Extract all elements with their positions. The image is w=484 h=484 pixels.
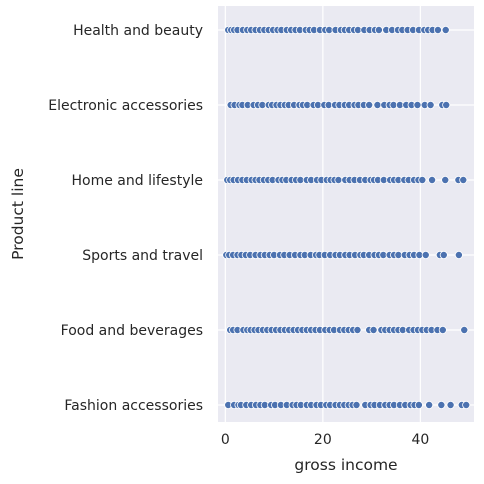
data-points <box>222 25 471 409</box>
data-point <box>454 250 463 259</box>
data-point <box>441 175 450 184</box>
y-tick-label: Health and beauty <box>73 23 203 39</box>
data-point <box>442 101 451 110</box>
data-point <box>414 400 423 409</box>
data-point <box>334 175 343 184</box>
data-point <box>353 325 362 334</box>
data-point <box>446 400 455 409</box>
plot-area <box>218 6 474 422</box>
data-point <box>421 250 430 259</box>
data-point <box>374 25 383 34</box>
data-point <box>418 175 427 184</box>
data-point <box>462 400 471 409</box>
y-tick-label: Food and beverages <box>61 323 203 339</box>
data-point <box>373 101 382 110</box>
x-tick-label: 40 <box>411 432 429 448</box>
x-axis-label: gross income <box>294 456 397 474</box>
data-point <box>438 325 447 334</box>
data-point <box>460 325 469 334</box>
data-point <box>428 175 437 184</box>
data-point <box>369 325 378 334</box>
data-point <box>441 25 450 34</box>
data-point <box>365 101 374 110</box>
y-tick-label: Home and lifestyle <box>72 173 203 189</box>
y-axis-label: Product line <box>9 168 27 260</box>
data-point <box>459 175 468 184</box>
x-tick-label: 0 <box>221 432 230 448</box>
x-axis-ticks: 0 20 40 <box>221 432 429 448</box>
data-point <box>439 250 448 259</box>
data-point <box>433 25 442 34</box>
data-point <box>437 400 446 409</box>
data-point <box>413 101 422 110</box>
x-tick-label: 20 <box>314 432 332 448</box>
y-tick-label: Sports and travel <box>82 248 203 264</box>
y-tick-label: Electronic accessories <box>48 98 203 114</box>
data-point <box>426 101 435 110</box>
data-point <box>352 400 361 409</box>
data-point <box>425 400 434 409</box>
y-axis-ticks: Health and beauty Electronic accessories H… <box>48 23 203 414</box>
y-tick-label: Fashion accessories <box>64 398 203 414</box>
